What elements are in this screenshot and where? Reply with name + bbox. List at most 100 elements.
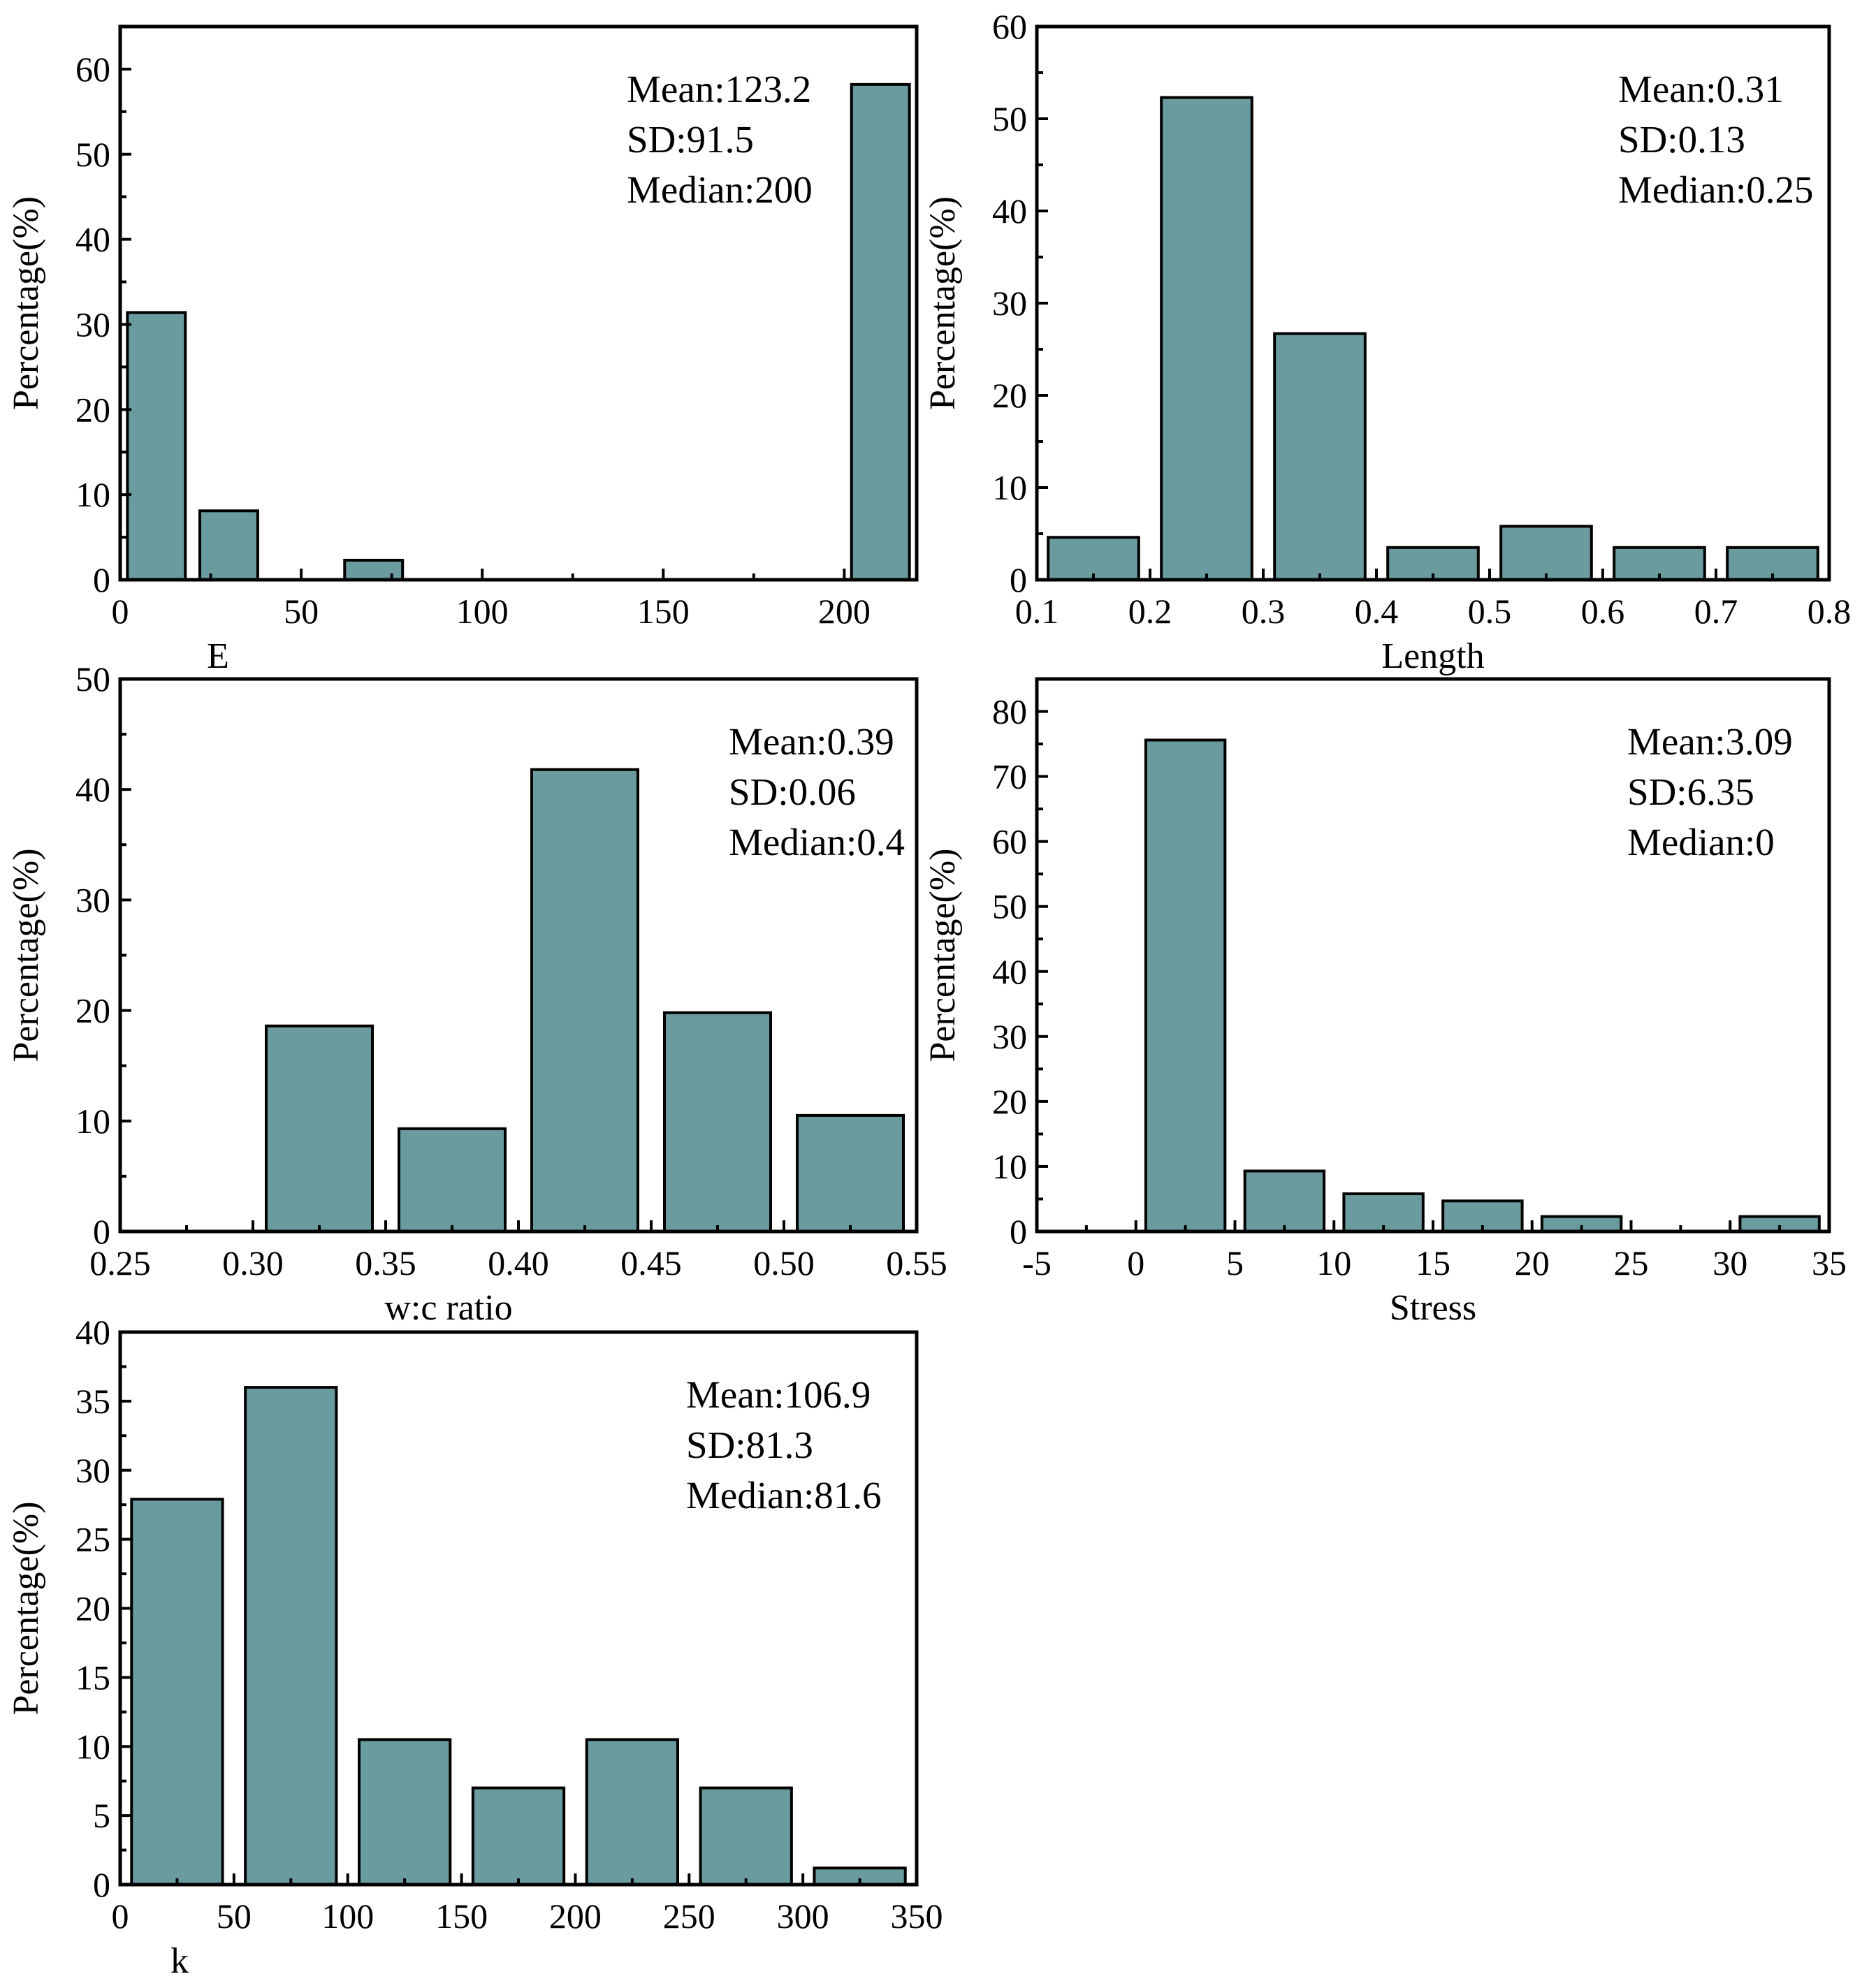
x-tick-label: 0.40 — [488, 1243, 549, 1282]
bar-5 — [1499, 525, 1593, 581]
bar-4 — [850, 82, 911, 581]
x-tick-label: 350 — [891, 1896, 943, 1936]
y-tick-label: 5 — [93, 1796, 110, 1835]
y-tick-label: 0 — [1010, 560, 1027, 599]
annotation-sd: SD:91.5 — [627, 118, 754, 161]
x-axis-title: Length — [1381, 636, 1484, 676]
annotation-mean: Mean:3.09 — [1627, 720, 1793, 763]
y-tick-label: 30 — [75, 305, 110, 344]
x-tick-label: 0.5 — [1468, 592, 1512, 631]
bar-5 — [585, 1738, 680, 1887]
y-tick-label: 30 — [75, 880, 110, 919]
y-tick-label: 50 — [992, 887, 1027, 926]
panel-1: 0 50 100 150 200 0 10 20 30 40 50 60 E Percentage(%) M… — [6, 24, 919, 676]
annotation-median: Median:81.6 — [686, 1474, 882, 1516]
y-tick-label: 40 — [75, 770, 110, 809]
y-tick-label: 15 — [75, 1658, 110, 1697]
annotation-sd: SD:0.06 — [729, 770, 856, 813]
bar-1 — [265, 1024, 374, 1234]
bar-2 — [1160, 96, 1253, 581]
y-tick-label: 35 — [75, 1382, 110, 1421]
annotation-mean: Mean:123.2 — [627, 68, 811, 110]
y-tick-label: 10 — [75, 1102, 110, 1141]
x-tick-label: 0.25 — [89, 1243, 151, 1282]
y-tick-label: 60 — [992, 822, 1027, 861]
annotation-sd: SD:0.13 — [1618, 118, 1745, 161]
x-tick-label: 5 — [1226, 1243, 1244, 1282]
x-tick-label: 200 — [549, 1896, 602, 1936]
y-tick-label: 30 — [992, 284, 1027, 323]
annotation-median: Median:0.4 — [729, 821, 905, 863]
x-axis-title: Stress — [1390, 1288, 1476, 1328]
x-tick-label: 150 — [637, 592, 690, 631]
y-tick-label: 20 — [75, 991, 110, 1030]
y-tick-label: 10 — [992, 468, 1027, 507]
y-tick-label: 40 — [992, 191, 1027, 231]
x-tick-label: 0.35 — [355, 1243, 416, 1282]
x-axis-title: E — [207, 636, 229, 676]
x-tick-label: 25 — [1614, 1243, 1649, 1282]
bar-2 — [244, 1386, 338, 1886]
x-tick-label: 100 — [456, 592, 509, 631]
x-tick-label: 0.4 — [1355, 592, 1399, 631]
y-axis-title: Percentage(%) — [923, 196, 963, 410]
x-axis-title: k — [170, 1941, 189, 1981]
annotation-median: Median:200 — [627, 168, 813, 211]
x-tick-label: 50 — [284, 592, 319, 631]
bar-1 — [130, 1498, 224, 1887]
x-tick-label: 200 — [818, 592, 871, 631]
bar-6 — [699, 1786, 793, 1886]
x-axis-title: w:c ratio — [384, 1288, 512, 1328]
y-tick-label: 50 — [75, 135, 110, 174]
bar-3 — [530, 768, 639, 1233]
bar-1 — [1047, 536, 1140, 582]
annotation-mean: Mean:0.39 — [729, 720, 894, 763]
x-tick-label: 0.45 — [620, 1243, 682, 1282]
annotation-sd: SD:6.35 — [1627, 770, 1754, 813]
x-tick-label: 0 — [1127, 1243, 1144, 1282]
y-tick-label: 30 — [992, 1017, 1027, 1056]
y-tick-label: 20 — [75, 390, 110, 429]
x-tick-label: 0 — [112, 592, 129, 631]
bar-3 — [358, 1738, 452, 1887]
y-tick-label: 40 — [75, 1313, 110, 1352]
annotation-median: Median:0 — [1627, 821, 1775, 863]
bar-4 — [663, 1011, 772, 1234]
annotation-mean: Mean:0.31 — [1618, 68, 1784, 110]
x-tick-label: -5 — [1022, 1243, 1052, 1282]
bar-1 — [126, 311, 187, 581]
y-tick-label: 60 — [992, 7, 1027, 46]
bar-3 — [343, 558, 405, 582]
y-tick-label: 0 — [1010, 1212, 1027, 1251]
x-tick-label: 150 — [435, 1896, 488, 1936]
x-tick-label: 100 — [321, 1896, 374, 1936]
x-tick-label: 0.7 — [1694, 592, 1738, 631]
annotation-mean: Mean:106.9 — [686, 1373, 871, 1416]
bar-2 — [398, 1127, 507, 1234]
y-tick-label: 10 — [75, 475, 110, 514]
x-tick-label: 250 — [663, 1896, 715, 1936]
bar-4 — [471, 1786, 566, 1886]
x-tick-label: 35 — [1812, 1243, 1847, 1282]
x-tick-label: 0.55 — [886, 1243, 947, 1282]
y-tick-label: 50 — [992, 99, 1027, 138]
y-tick-label: 0 — [93, 1865, 110, 1904]
y-tick-label: 80 — [992, 692, 1027, 731]
y-tick-label: 50 — [75, 659, 110, 699]
x-tick-label: 0.50 — [753, 1243, 815, 1282]
panel-2: 0.1 0.2 0.3 0.4 0.5 0.6 0.7 0.8 0 10 20 30 40 50 60 Len… — [923, 7, 1851, 676]
bar-1 — [1144, 738, 1227, 1234]
y-tick-label: 10 — [992, 1147, 1027, 1186]
y-axis-title: Percentage(%) — [6, 1501, 46, 1715]
panel-4: -5 0 5 10 15 20 25 30 3501020304050607080StressP… — [923, 677, 1847, 1328]
y-tick-label: 30 — [75, 1451, 110, 1490]
y-tick-label: 0 — [93, 1212, 110, 1251]
x-tick-label: 20 — [1515, 1243, 1550, 1282]
x-tick-label: 0.8 — [1808, 592, 1852, 631]
x-tick-label: 10 — [1316, 1243, 1351, 1282]
x-tick-label: 50 — [217, 1896, 252, 1936]
panel-3: 0.25 0.30 0.35 0.40 0.45 0.50 0.55 0 10 20 30 40 50 w… — [6, 659, 947, 1328]
plot-frame — [118, 24, 919, 582]
y-tick-label: 40 — [75, 220, 110, 259]
x-tick-label: 0.6 — [1581, 592, 1625, 631]
